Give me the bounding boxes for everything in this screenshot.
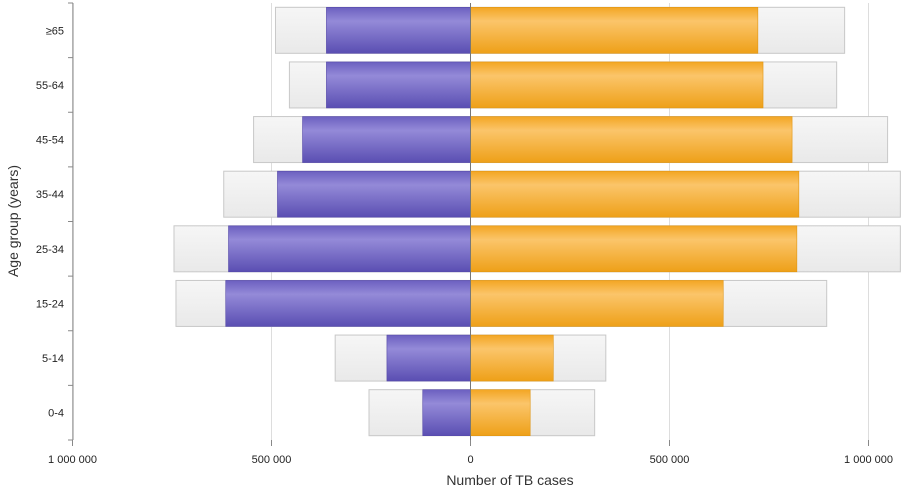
right-bar <box>470 116 793 163</box>
left-bar <box>422 389 471 436</box>
left-bar <box>228 225 471 273</box>
foreground-bars <box>225 7 800 436</box>
x-tick-label: 1 000 000 <box>48 454 97 466</box>
y-tick-label: 25-34 <box>36 244 64 256</box>
right-bar <box>470 170 800 218</box>
y-tick-label: ≥65 <box>46 25 64 37</box>
right-bar <box>470 280 724 327</box>
right-bar <box>470 225 798 273</box>
left-bar <box>326 61 471 109</box>
left-bar <box>386 334 471 382</box>
left-bar <box>302 116 471 163</box>
left-bar <box>326 7 471 54</box>
y-tick-label: 45-54 <box>36 135 64 147</box>
right-bar <box>470 61 764 109</box>
x-tick-label: 500 000 <box>650 454 690 466</box>
x-tick-label: 500 000 <box>252 454 292 466</box>
tick-labels: 1 000 000 500 000 0 500 000 1 000 000 0-4 5-14… <box>36 25 893 466</box>
y-tick-label: 55-64 <box>36 80 64 92</box>
right-bar <box>470 334 554 382</box>
right-bar <box>470 389 531 436</box>
y-tick-label: 15-24 <box>36 298 64 310</box>
y-axis-title: Age group (years) <box>5 165 21 277</box>
x-axis-title: Number of TB cases <box>446 472 573 488</box>
left-bar <box>277 170 471 218</box>
axes <box>68 2 869 446</box>
left-bar <box>225 280 471 327</box>
right-bar <box>470 7 759 54</box>
x-tick-label: 1 000 000 <box>844 454 893 466</box>
y-tick-label: 35-44 <box>36 189 64 201</box>
y-tick-label: 0-4 <box>48 408 64 420</box>
x-tick-label: 0 <box>467 454 473 466</box>
y-tick-label: 5-14 <box>42 353 64 365</box>
